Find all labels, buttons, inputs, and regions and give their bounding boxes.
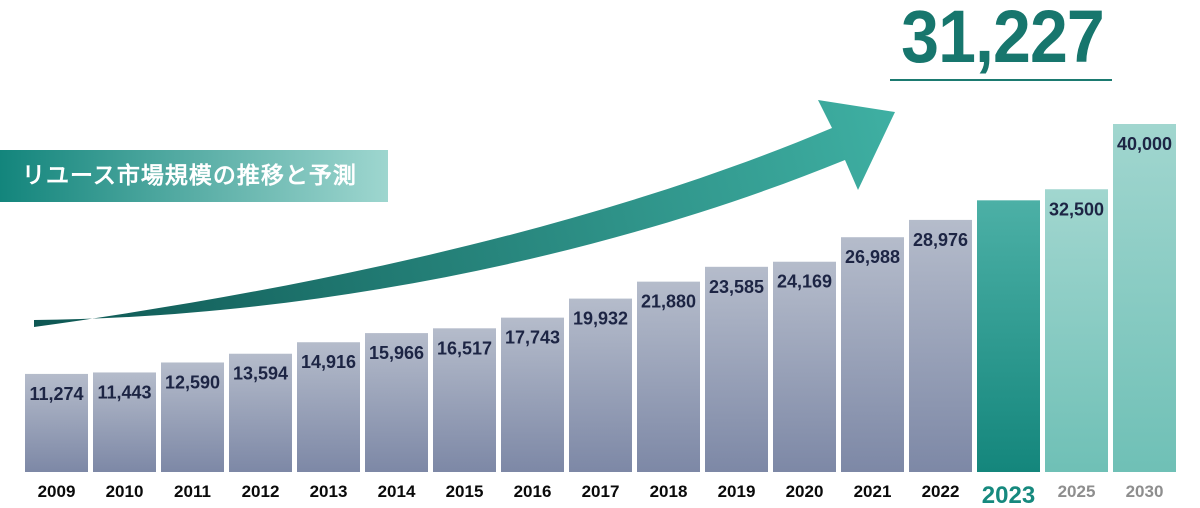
bar-2030 <box>1113 124 1176 472</box>
bar-2012 <box>229 353 292 472</box>
highlight-underline <box>890 79 1112 81</box>
value-label-2013: 14,916 <box>301 352 356 372</box>
chart-title: リユース市場規模の推移と予測 <box>22 163 357 189</box>
value-label-2025: 32,500 <box>1049 199 1104 219</box>
value-label-2022: 28,976 <box>913 230 968 250</box>
year-label-2016: 2016 <box>514 482 552 501</box>
bar-2011 <box>161 362 224 472</box>
year-label-2023: 2023 <box>982 482 1035 508</box>
year-label-2020: 2020 <box>786 482 824 501</box>
bar-2013 <box>297 342 360 472</box>
year-label-2013: 2013 <box>310 482 348 501</box>
bar-2019 <box>705 266 768 472</box>
value-label-2009: 11,274 <box>29 384 83 404</box>
value-label-2011: 12,590 <box>165 372 220 392</box>
bar-2010 <box>93 372 156 472</box>
value-label-2012: 13,594 <box>233 364 288 384</box>
bar-2017 <box>569 298 632 472</box>
title-banner <box>0 150 388 202</box>
value-label-2016: 17,743 <box>505 328 560 348</box>
bars-group: 11,274 2009 11,443 2010 12,590 2011 13,594 2012… <box>25 124 1176 508</box>
bar-2023 <box>977 200 1040 472</box>
bar-2022 <box>909 219 972 472</box>
year-label-2030: 2030 <box>1126 482 1164 501</box>
year-label-2015: 2015 <box>446 482 484 501</box>
year-label-2019: 2019 <box>718 482 756 501</box>
year-label-2021: 2021 <box>854 482 892 501</box>
year-label-2018: 2018 <box>650 482 688 501</box>
value-label-2019: 23,585 <box>709 277 764 297</box>
year-label-2014: 2014 <box>378 482 416 501</box>
bar-2020 <box>773 261 836 472</box>
value-label-2030: 40,000 <box>1117 134 1172 154</box>
value-label-2010: 11,443 <box>97 382 151 402</box>
year-label-2025: 2025 <box>1058 482 1096 501</box>
bar-2018 <box>637 281 700 472</box>
year-label-2009: 2009 <box>38 482 76 501</box>
year-label-2012: 2012 <box>242 482 280 501</box>
value-label-2014: 15,966 <box>369 343 424 363</box>
year-label-2010: 2010 <box>106 482 144 501</box>
year-label-2017: 2017 <box>582 482 620 501</box>
value-label-2015: 16,517 <box>437 338 492 358</box>
value-label-2020: 24,169 <box>777 272 832 292</box>
bar-2014 <box>365 333 428 472</box>
bar-2025 <box>1045 189 1108 472</box>
value-label-2021: 26,988 <box>845 247 900 267</box>
bar-2021 <box>841 237 904 472</box>
value-label-2018: 21,880 <box>641 292 696 312</box>
value-label-2017: 19,932 <box>573 309 628 329</box>
bar-2009 <box>25 373 88 472</box>
year-label-2011: 2011 <box>174 482 211 501</box>
bar-2016 <box>501 317 564 472</box>
highlight-value: 31,227 <box>901 0 1105 78</box>
year-label-2022: 2022 <box>922 482 960 501</box>
bar-2015 <box>433 328 496 472</box>
